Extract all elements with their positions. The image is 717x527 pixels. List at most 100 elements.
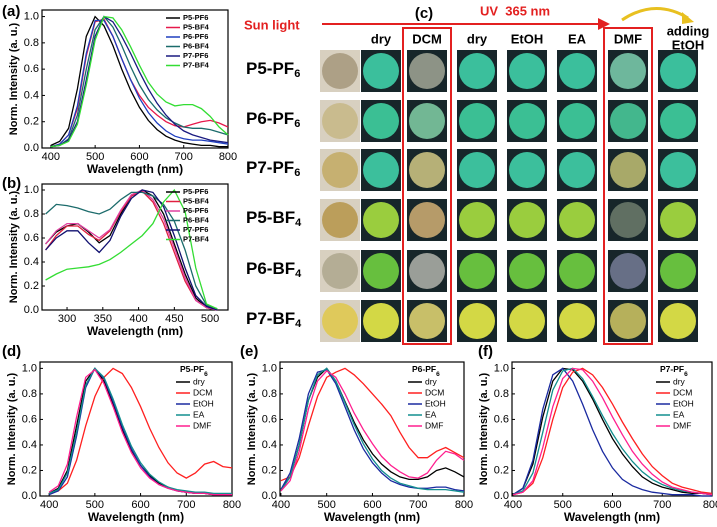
plot-frame [39, 361, 233, 497]
y-tick-label: 0.2 [24, 280, 39, 292]
legend-label: DCM [193, 387, 212, 397]
y-tick-label: 0.4 [24, 256, 39, 268]
y-tick-label: 0.0 [262, 490, 277, 502]
series-line [50, 19, 229, 148]
y-axis-label: Norm. Intensity (a. u.) [478, 372, 490, 485]
series-line [280, 370, 465, 492]
legend-title-sub: 6 [436, 371, 440, 378]
series-line [45, 188, 218, 310]
photo-sample [322, 202, 358, 238]
photo-sample [610, 152, 646, 188]
y-tick-label: 0.2 [494, 464, 509, 476]
legend-label: P7-BF4 [183, 234, 210, 243]
photo-sample [322, 253, 358, 289]
after-label: EtOH [672, 37, 705, 52]
x-tick-label: 600 [603, 499, 621, 511]
x-tick-label: 600 [131, 499, 149, 511]
x-tick-label: 300 [58, 313, 76, 325]
series-line [50, 15, 229, 148]
photo-sample [559, 53, 595, 89]
photo-sample [660, 103, 696, 139]
photo-sample [660, 152, 696, 188]
row-label: P6-BF4 [246, 259, 302, 279]
x-tick-label: 700 [175, 151, 193, 163]
series-line [48, 367, 233, 495]
y-tick-label: 1.0 [494, 362, 509, 374]
legend-label: P6-PF6 [183, 206, 208, 215]
photo-sample [610, 53, 646, 89]
photo-sample [363, 152, 399, 188]
legend-label: P7-BF4 [183, 60, 210, 69]
photo-sample [363, 53, 399, 89]
x-axis-label: Wavelength (nm) [564, 510, 660, 524]
x-tick-label: 800 [455, 499, 473, 511]
photo-sample [509, 152, 545, 188]
row-label-base: P6-BF [246, 259, 295, 278]
x-tick-label: 500 [201, 313, 219, 325]
legend-title: P7-PF6 [660, 364, 688, 377]
panel-label: (e) [240, 343, 258, 360]
legend-label: P5-PF6 [183, 13, 208, 22]
y-tick-label: 0.6 [24, 63, 39, 75]
y-tick-label: 0.4 [494, 439, 509, 451]
column-header: dry [371, 31, 392, 46]
photo-sample [559, 253, 595, 289]
y-tick-label: 0.6 [22, 413, 37, 425]
row-label-sub: 4 [295, 217, 302, 229]
y-tick-label: 0.8 [22, 388, 37, 400]
row-label-sub: 6 [294, 167, 300, 179]
row-label-sub: 6 [294, 118, 300, 130]
photo-sample [409, 202, 445, 238]
legend-title-sub: 6 [684, 371, 688, 378]
y-tick-label: 0.4 [262, 439, 277, 451]
legend-label: DCM [425, 387, 444, 397]
y-tick-label: 1.0 [262, 362, 277, 374]
legend-label: DMF [425, 420, 443, 430]
legend-label: P6-BF4 [183, 41, 210, 50]
series-line [48, 368, 232, 496]
x-tick-label: 500 [86, 151, 104, 163]
uv-label: UV 365 nm [480, 3, 550, 18]
photo-sample [459, 303, 495, 339]
legend-label: DMF [673, 420, 691, 430]
x-axis-label: Wavelength (nm) [324, 510, 420, 524]
x-tick-label: 400 [129, 313, 147, 325]
series-line [45, 189, 218, 311]
photo-sample [509, 103, 545, 139]
legend-label: dry [193, 376, 206, 386]
panel-label: (b) [2, 175, 21, 192]
y-tick-label: 0.6 [262, 413, 277, 425]
photo-sample [509, 202, 545, 238]
photo-sample [660, 202, 696, 238]
x-tick-label: 800 [703, 499, 717, 511]
y-tick-label: 0.4 [22, 439, 37, 451]
column-header: DCM [412, 31, 442, 46]
y-tick-label: 0.0 [22, 490, 37, 502]
photo-sample [660, 253, 696, 289]
legend-label: DMF [193, 420, 211, 430]
photo-sample [559, 103, 595, 139]
photo-sample [660, 53, 696, 89]
series-line [45, 189, 218, 311]
photo-sample [610, 202, 646, 238]
row-label-sub: 4 [295, 318, 302, 330]
y-tick-label: 0.0 [494, 490, 509, 502]
photo-sample [459, 152, 495, 188]
y-tick-label: 0.8 [262, 388, 277, 400]
series-line [45, 191, 218, 310]
photo-sample [322, 53, 358, 89]
x-tick-label: 350 [94, 313, 112, 325]
row-label-base: P5-BF [246, 208, 295, 227]
x-tick-label: 500 [554, 499, 572, 511]
photo-sample [610, 303, 646, 339]
adding-arrow-head [682, 12, 694, 24]
legend-title-sub: 6 [204, 371, 208, 378]
y-tick-label: 0.8 [24, 37, 39, 49]
y-tick-label: 0.0 [24, 142, 39, 154]
photo-sample [322, 152, 358, 188]
panel-label: (f) [478, 343, 493, 360]
legend-label: P6-BF4 [183, 215, 210, 224]
legend-label: EtOH [193, 398, 214, 408]
x-tick-label: 500 [318, 499, 336, 511]
